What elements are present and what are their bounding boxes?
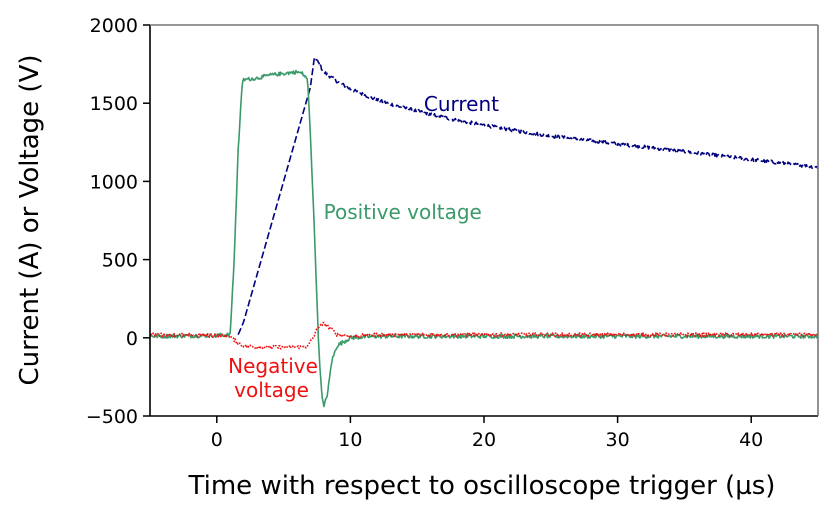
x-axis-title: Time with respect to oscilloscope trigge… bbox=[188, 471, 776, 501]
x-tick-label: 30 bbox=[606, 429, 630, 451]
y-tick-label: 1500 bbox=[90, 93, 138, 115]
annotation-line: voltage bbox=[234, 378, 309, 402]
series-layer bbox=[149, 57, 819, 408]
x-tick-label: 40 bbox=[739, 429, 763, 451]
label-layer: Current Positive voltage Negative voltage bbox=[228, 92, 499, 402]
y-tick-label: 2000 bbox=[90, 15, 138, 37]
y-tick-label: −500 bbox=[86, 406, 138, 428]
x-tick-label: 20 bbox=[472, 429, 496, 451]
annotation-negative-voltage: Negative voltage bbox=[228, 354, 318, 402]
annotation-current: Current bbox=[424, 92, 499, 116]
x-tick-label: 0 bbox=[211, 429, 223, 451]
x-tick-label: 10 bbox=[338, 429, 362, 451]
annotation-line: Negative bbox=[228, 354, 318, 378]
series-line-negative-voltage bbox=[149, 321, 819, 350]
y-tick-label: 500 bbox=[102, 250, 138, 272]
y-tick-label: 0 bbox=[126, 328, 138, 350]
series-line-current bbox=[237, 57, 819, 335]
y-axis-title: Current (A) or Voltage (V) bbox=[15, 55, 45, 386]
annotation-positive-voltage: Positive voltage bbox=[324, 200, 482, 224]
axes-layer: 0 10 20 30 40 −500 0 500 1000 1500 2000 bbox=[86, 15, 819, 451]
y-tick-label: 1000 bbox=[90, 171, 138, 193]
